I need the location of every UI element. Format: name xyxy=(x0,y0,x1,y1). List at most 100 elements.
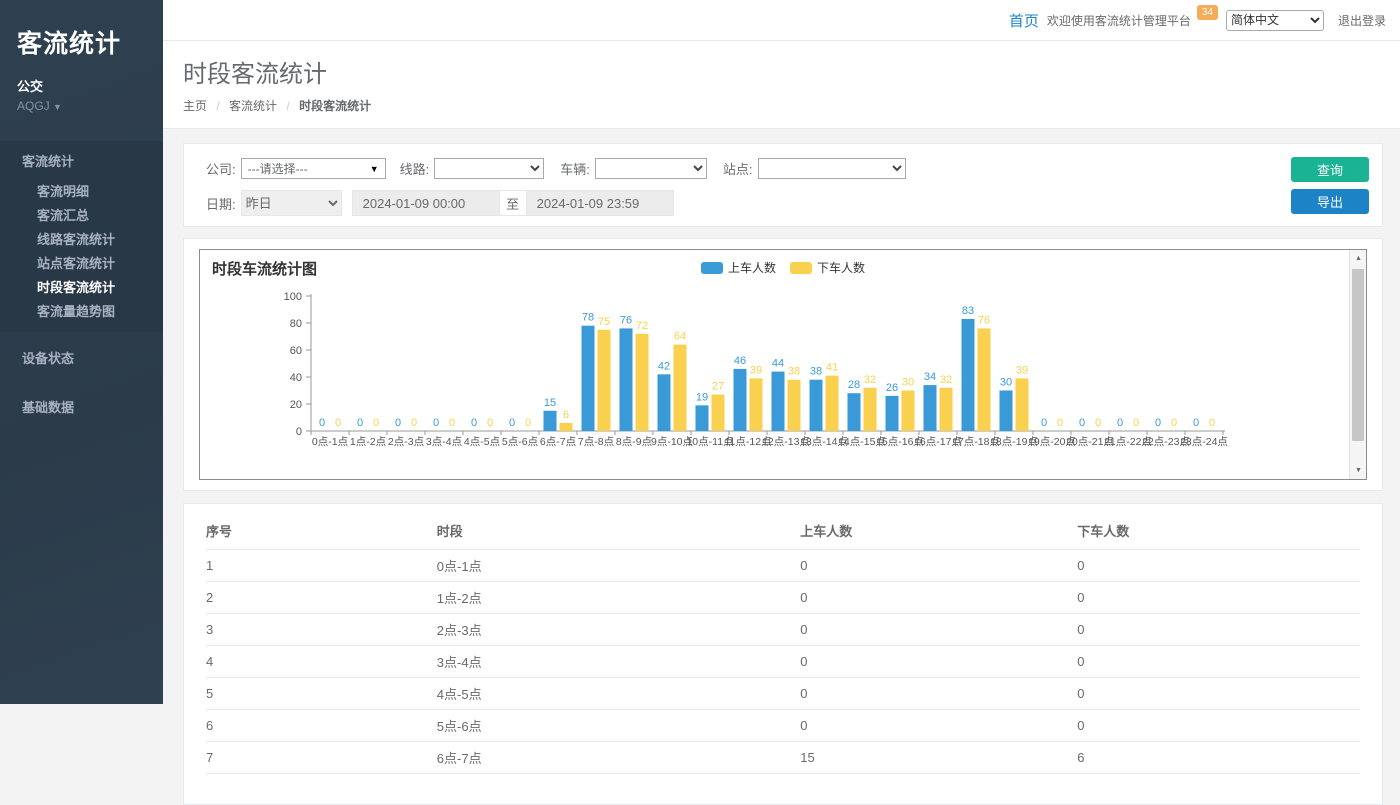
svg-text:46: 46 xyxy=(734,355,746,367)
date-range-group: 2024-01-09 00:00 至 2024-01-09 23:59 xyxy=(352,190,674,216)
sidebar-item-passenger-stats[interactable]: 客流统计 xyxy=(0,141,163,180)
brand: 客流统计 xyxy=(0,0,163,60)
sidebar-subitem[interactable]: 时段客流统计 xyxy=(0,276,163,300)
table-cell: 5 xyxy=(206,678,437,710)
svg-text:6: 6 xyxy=(563,409,569,421)
table-cell: 0 xyxy=(800,646,1077,678)
svg-text:44: 44 xyxy=(772,358,784,370)
station-select[interactable] xyxy=(758,158,906,179)
breadcrumb-separator: / xyxy=(286,99,289,113)
svg-text:2点-3点: 2点-3点 xyxy=(388,436,424,448)
table-cell: 0 xyxy=(1077,582,1360,614)
col-header-boarding: 上车人数 xyxy=(800,512,1077,550)
svg-text:0: 0 xyxy=(335,417,341,429)
scroll-up-icon[interactable]: ▲ xyxy=(1350,250,1367,267)
svg-text:0: 0 xyxy=(395,417,401,429)
date-start-input[interactable]: 2024-01-09 00:00 xyxy=(352,190,500,216)
page-title: 时段客流统计 xyxy=(183,54,1400,89)
table-cell: 0 xyxy=(800,550,1077,582)
export-button[interactable]: 导出 xyxy=(1291,189,1369,214)
svg-text:83: 83 xyxy=(962,305,974,317)
table-cell: 4 xyxy=(206,646,437,678)
table-cell: 5点-6点 xyxy=(437,710,801,742)
language-select[interactable]: 简体中文 xyxy=(1226,10,1324,31)
table-cell: 1点-2点 xyxy=(437,582,801,614)
svg-text:41: 41 xyxy=(826,362,838,374)
table-cell: 0 xyxy=(1077,646,1360,678)
table-row: 21点-2点00 xyxy=(206,582,1360,614)
svg-text:0: 0 xyxy=(373,417,379,429)
sidebar-subitem[interactable]: 线路客流统计 xyxy=(0,228,163,252)
profile-user-name: AQGJ xyxy=(17,99,50,113)
table-cell: 2 xyxy=(206,582,437,614)
svg-text:0: 0 xyxy=(433,417,439,429)
svg-text:0: 0 xyxy=(1171,417,1177,429)
vehicle-select[interactable] xyxy=(595,158,707,179)
svg-text:0: 0 xyxy=(509,417,515,429)
breadcrumb-passenger-stats[interactable]: 客流统计 xyxy=(229,99,277,113)
svg-text:0: 0 xyxy=(1209,417,1215,429)
vehicle-label: 车辆: xyxy=(560,159,590,178)
dropdown-arrow-icon: ▼ xyxy=(370,164,379,174)
chevron-down-icon: ▼ xyxy=(53,102,62,112)
sidebar-subitem[interactable]: 客流明细 xyxy=(0,180,163,204)
svg-text:60: 60 xyxy=(290,345,302,357)
date-preset-select[interactable]: 昨日 xyxy=(241,190,342,216)
svg-text:3点-4点: 3点-4点 xyxy=(426,436,462,448)
legend-item-boarding[interactable]: 上车人数 xyxy=(701,259,776,276)
logout-link[interactable]: 退出登录 xyxy=(1338,12,1386,29)
chart-scrollbar[interactable]: ▲ ▼ xyxy=(1349,250,1366,479)
sidebar-item-device-status[interactable]: 设备状态 xyxy=(0,334,163,381)
chart-legend: 上车人数 下车人数 xyxy=(701,259,865,276)
query-button[interactable]: 查询 xyxy=(1291,157,1369,182)
date-label: 日期: xyxy=(206,194,236,213)
company-select[interactable]: ---请选择--- ▼ xyxy=(241,158,386,179)
sidebar-subitem[interactable]: 客流汇总 xyxy=(0,204,163,228)
scroll-down-icon[interactable]: ▼ xyxy=(1350,462,1367,479)
date-end-input[interactable]: 2024-01-09 23:59 xyxy=(526,190,674,216)
page-heading: 时段客流统计 主页 / 客流统计 / 时段客流统计 xyxy=(163,41,1400,129)
svg-text:0: 0 xyxy=(525,417,531,429)
svg-text:42: 42 xyxy=(658,360,670,372)
home-link[interactable]: 首页 xyxy=(1009,10,1039,31)
svg-text:0: 0 xyxy=(1117,417,1123,429)
legend-item-alighting[interactable]: 下车人数 xyxy=(790,259,865,276)
svg-text:28: 28 xyxy=(848,379,860,391)
profile-user-dropdown[interactable]: AQGJ ▼ xyxy=(17,99,163,113)
svg-text:100: 100 xyxy=(284,291,302,303)
svg-text:8点-9点: 8点-9点 xyxy=(616,436,652,448)
table-row: 54点-5点00 xyxy=(206,678,1360,710)
svg-text:4点-5点: 4点-5点 xyxy=(464,436,500,448)
svg-text:30: 30 xyxy=(902,377,914,389)
table-cell: 0 xyxy=(1077,710,1360,742)
table-cell: 4点-5点 xyxy=(437,678,801,710)
svg-text:0: 0 xyxy=(1041,417,1047,429)
sidebar-item-base-data[interactable]: 基础数据 xyxy=(0,383,163,430)
scrollbar-thumb[interactable] xyxy=(1352,269,1364,441)
breadcrumb: 主页 / 客流统计 / 时段客流统计 xyxy=(183,97,1400,114)
svg-text:40: 40 xyxy=(290,372,302,384)
svg-text:6点-7点: 6点-7点 xyxy=(540,436,576,448)
profile-org: 公交 xyxy=(17,76,163,95)
welcome-text: 欢迎使用客流统计管理平台 xyxy=(1047,12,1191,29)
sidebar-subitem[interactable]: 站点客流统计 xyxy=(0,252,163,276)
col-header-alighting: 下车人数 xyxy=(1077,512,1360,550)
line-select[interactable] xyxy=(434,158,544,179)
svg-text:0: 0 xyxy=(1095,417,1101,429)
legend-label-alighting: 下车人数 xyxy=(817,259,865,276)
table-cell: 3 xyxy=(206,614,437,646)
svg-text:0: 0 xyxy=(411,417,417,429)
svg-text:34: 34 xyxy=(924,371,936,383)
sidebar: 客流统计 公交 AQGJ ▼ 客流统计 客流明细客流汇总线路客流统计站点客流统计… xyxy=(0,0,163,704)
svg-text:0: 0 xyxy=(471,417,477,429)
breadcrumb-home[interactable]: 主页 xyxy=(183,99,207,113)
col-header-period: 时段 xyxy=(437,512,801,550)
notification-badge[interactable]: 34 xyxy=(1197,5,1218,20)
sidebar-subitem[interactable]: 客流量趋势图 xyxy=(0,300,163,324)
company-label: 公司: xyxy=(206,159,236,178)
legend-swatch-alighting xyxy=(790,262,812,274)
table-cell: 6 xyxy=(1077,742,1360,774)
svg-text:75: 75 xyxy=(598,316,610,328)
table-row: 32点-3点00 xyxy=(206,614,1360,646)
svg-text:26: 26 xyxy=(886,382,898,394)
